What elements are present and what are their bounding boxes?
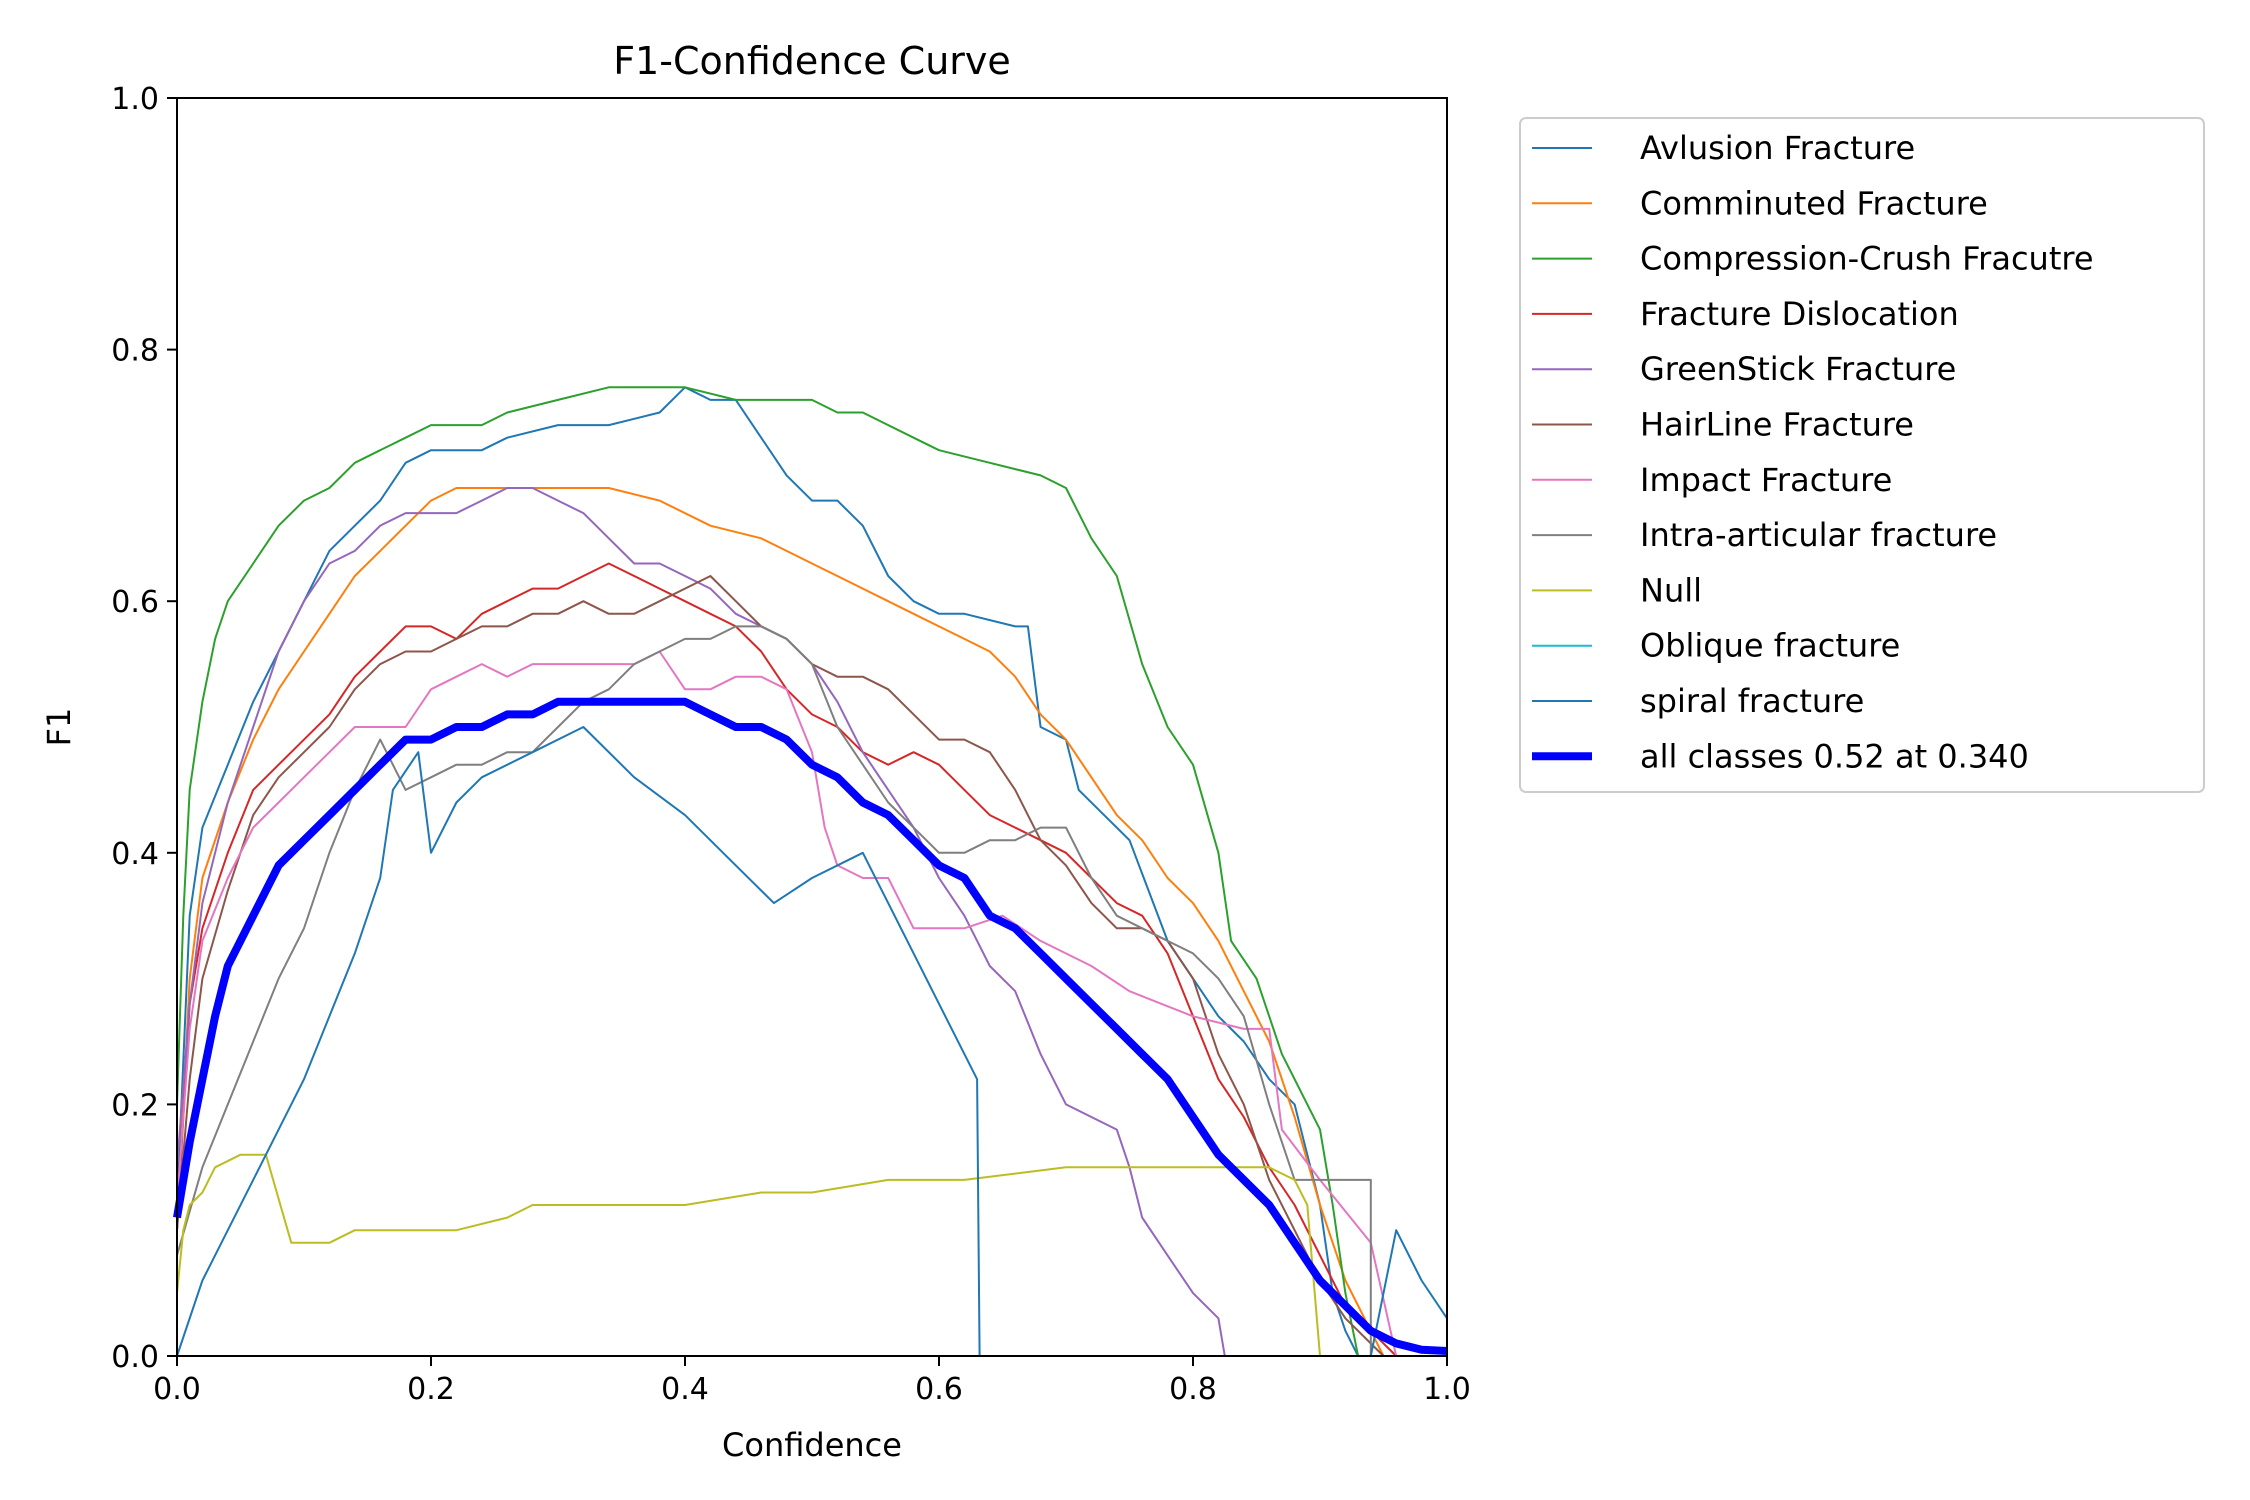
legend-box: [1519, 117, 2205, 793]
chart-title: F1-Confidence Curve: [613, 39, 1011, 83]
series-line-6: [176, 650, 1398, 1357]
legend-label-1: Comminuted Fracture: [1640, 184, 1988, 222]
legend: Avlusion Fracture Comminuted Fracture Comp…: [1519, 117, 2205, 793]
legend-label-0: Avlusion Fracture: [1640, 129, 1915, 167]
legend-label-5: HairLine Fracture: [1640, 406, 1914, 444]
y-tick-label: 0.6: [111, 585, 159, 620]
legend-label-3: Fracture Dislocation: [1640, 295, 1959, 333]
series-line-7: [176, 625, 1372, 1356]
x-tick-label: 1.0: [1423, 1372, 1471, 1407]
x-axis-label: Confidence: [722, 1426, 902, 1464]
series-line-8: [176, 1153, 1321, 1357]
y-axis-label: F1: [40, 708, 78, 747]
y-tick-label: 0.8: [111, 334, 159, 369]
y-tick-label: 0.0: [111, 1340, 159, 1375]
y-tick-label: 0.2: [111, 1088, 159, 1123]
y-axis: 0.0 0.2 0.4 0.6 0.8 1.0: [111, 82, 177, 1375]
legend-label-2: Compression-Crush Fracutre: [1640, 240, 2094, 278]
series-line-3: [176, 562, 1397, 1357]
legend-label-9: Oblique fracture: [1640, 627, 1900, 665]
x-tick-label: 0.4: [661, 1372, 709, 1407]
series-line-1: [176, 487, 1385, 1357]
legend-label-10: spiral fracture: [1640, 682, 1864, 720]
x-axis: 0.0 0.2 0.4 0.6 0.8 1.0: [153, 1356, 1471, 1407]
x-tick-label: 0.6: [915, 1372, 963, 1407]
series-line-4: [176, 487, 1226, 1357]
legend-label-4: GreenStick Fracture: [1640, 350, 1956, 388]
x-tick-label: 0.8: [1169, 1372, 1217, 1407]
plot-series: [173, 386, 1448, 1357]
series-line-11: [173, 697, 1448, 1355]
legend-label-6: Impact Fracture: [1640, 461, 1892, 499]
plot-frame: [176, 97, 1448, 1357]
x-tick-label: 0.2: [407, 1372, 455, 1407]
legend-label-11: all classes 0.52 at 0.340: [1640, 737, 2029, 775]
legend-label-7: Intra-articular fracture: [1640, 516, 1997, 554]
x-tick-label: 0.0: [153, 1372, 201, 1407]
legend-label-8: Null: [1640, 571, 1702, 609]
y-tick-label: 0.4: [111, 837, 159, 872]
series-line-2: [176, 386, 1360, 1357]
series-line-5: [176, 575, 1385, 1357]
series-line-0: [176, 386, 1359, 1357]
series-line-10: [176, 726, 1448, 1357]
y-tick-label: 1.0: [111, 82, 159, 117]
